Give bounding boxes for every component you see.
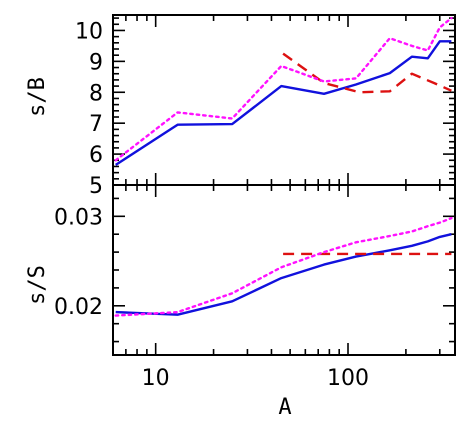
y-axis-label-top: s/B xyxy=(25,77,50,117)
series-line-solid-bottom xyxy=(115,233,452,316)
x-axis-label: A xyxy=(278,395,291,420)
panel-top-sb: 5 6 7 8 9 10 xyxy=(75,14,456,199)
series-line-dashed-top xyxy=(282,52,452,94)
axes-frame-top xyxy=(112,14,456,186)
y-tick-label-top: 6 xyxy=(89,143,103,168)
y-tick-label-top: 7 xyxy=(89,112,103,137)
y-tick-label-top: 9 xyxy=(89,50,103,75)
x-tick-label: 10 xyxy=(142,366,170,391)
y-tick-label-top: 5 xyxy=(89,174,103,199)
panel-bottom-ss: 0.02 0.03 10 100 xyxy=(54,184,456,391)
y-tick-label-top: 10 xyxy=(75,19,103,44)
axes-frame-bottom xyxy=(112,184,456,356)
y-tick-label-top: 8 xyxy=(89,81,103,106)
series-line-dotted-top xyxy=(114,16,453,162)
x-tick-label: 100 xyxy=(327,366,369,391)
series-line-dotted-bottom xyxy=(114,216,453,317)
y-axis-label-bottom: s/S xyxy=(25,265,50,305)
y-tick-label-bottom: 0.03 xyxy=(54,205,103,230)
series-line-solid-top xyxy=(115,40,452,166)
y-tick-label-bottom: 0.02 xyxy=(54,295,103,320)
